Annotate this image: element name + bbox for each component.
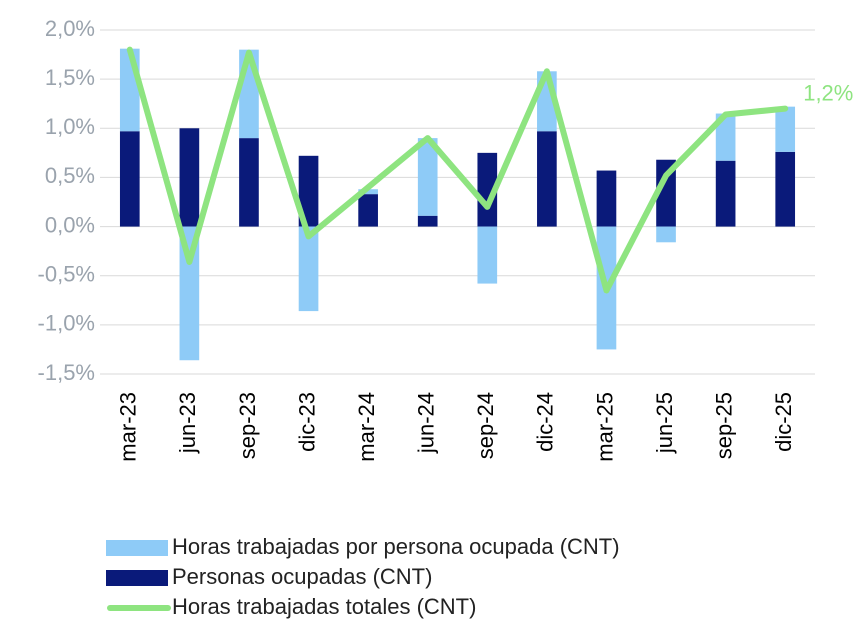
bar — [656, 159, 676, 227]
x-tick-label: jun-25 — [652, 392, 677, 454]
y-tick-label: 0,5% — [45, 163, 95, 188]
bar — [715, 160, 736, 227]
x-tick-label: sep-25 — [711, 392, 736, 459]
bar — [417, 138, 438, 216]
y-tick-label: 1,5% — [45, 65, 95, 90]
x-tick-label: mar-23 — [116, 392, 141, 462]
bar — [119, 48, 140, 132]
line — [126, 46, 789, 294]
bar — [239, 138, 259, 227]
bar — [775, 151, 796, 227]
bar — [179, 226, 200, 361]
bar — [715, 113, 736, 161]
bar — [358, 189, 378, 195]
x-tick-label: jun-24 — [414, 392, 439, 454]
x-tick-label: jun-23 — [175, 392, 200, 454]
y-tick-label: -1,5% — [38, 360, 95, 385]
bar — [477, 226, 498, 284]
legend-label: Horas trabajadas totales (CNT) — [172, 594, 476, 619]
bar — [656, 226, 676, 243]
y-tick-label: -0,5% — [38, 262, 95, 287]
bar — [358, 194, 378, 227]
bar — [596, 170, 617, 227]
data-label: 1,2% — [803, 80, 853, 105]
x-tick-label: mar-24 — [354, 392, 379, 462]
x-tick-label: sep-24 — [473, 392, 498, 459]
legend-swatch — [106, 540, 168, 556]
bar — [775, 106, 796, 152]
bar — [298, 155, 319, 227]
legend-label: Personas ocupadas (CNT) — [172, 564, 432, 589]
x-tick-label: dic-25 — [771, 392, 796, 452]
bar — [179, 128, 200, 227]
legend-swatch — [106, 570, 168, 586]
legend-label: Horas trabajadas por persona ocupada (CN… — [172, 534, 620, 559]
bar — [477, 152, 498, 227]
x-tick-label: dic-23 — [294, 392, 319, 452]
bar — [417, 215, 438, 227]
bar — [537, 131, 557, 227]
y-tick-label: 2,0% — [45, 16, 95, 41]
bar — [119, 131, 140, 227]
bar — [298, 226, 319, 312]
y-tick-label: 0,0% — [45, 212, 95, 237]
y-tick-label: 1,0% — [45, 114, 95, 139]
y-tick-label: -1,0% — [38, 311, 95, 336]
x-tick-label: dic-24 — [533, 392, 558, 452]
x-tick-label: mar-25 — [592, 392, 617, 462]
x-tick-label: sep-23 — [235, 392, 260, 459]
